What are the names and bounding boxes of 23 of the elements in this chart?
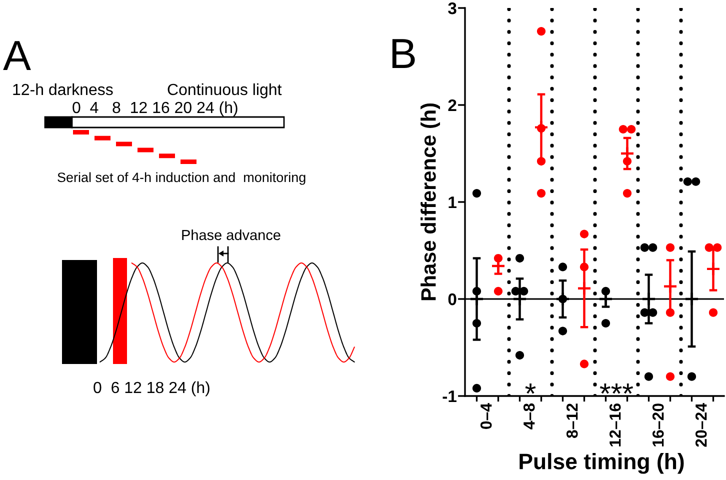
text: 0 4 8 12 16 20 24 (h) (72, 101, 238, 116)
y-tick-label: 3 (448, 2, 456, 14)
x-tick-label: 4–8 (523, 403, 535, 430)
text: 0 6 12 18 24 (h) (94, 381, 210, 396)
x-axis-title: Pulse timing (h) (520, 453, 684, 474)
x-tick-label: 16–20 (652, 404, 664, 446)
text: B (392, 39, 415, 68)
x-tick-label: 12–16 (609, 404, 621, 446)
text: Serial set of 4-h induction and monitoring (58, 172, 306, 185)
y-tick-label: 0 (448, 293, 456, 306)
text: Continuous light (168, 83, 282, 98)
text: Phase advance (182, 229, 280, 240)
y-tick-label: -1 (442, 390, 456, 402)
x-tick-label: 20–24 (695, 403, 707, 447)
y-tick-label: 1 (448, 196, 456, 208)
x-tick-label: 8–12 (566, 404, 578, 438)
text: A (3, 41, 31, 70)
annotation: * (525, 383, 536, 394)
annotation: *** (600, 383, 634, 394)
x-tick-label: 0–4 (480, 403, 492, 429)
y-tick-label: 2 (448, 99, 456, 112)
y-axis-title: Phase difference (h) (420, 103, 440, 300)
text: 12-h darkness (13, 83, 113, 96)
